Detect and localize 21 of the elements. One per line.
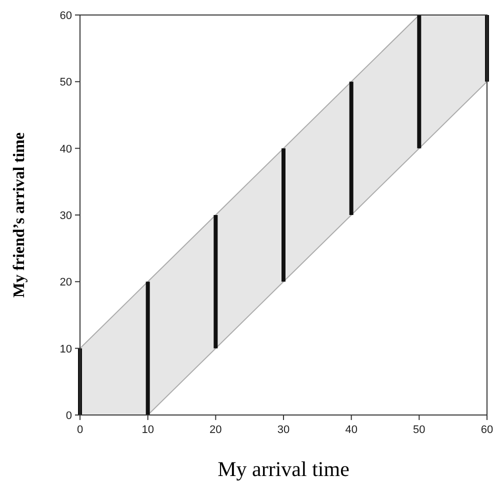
x-tick-label: 40 bbox=[345, 424, 358, 436]
x-tick-label: 60 bbox=[480, 424, 494, 436]
bar bbox=[146, 282, 150, 415]
x-tick-label: 0 bbox=[76, 424, 84, 436]
x-tick-label: 20 bbox=[210, 424, 222, 436]
y-tick-label: 0 bbox=[66, 410, 72, 422]
x-tick-label: 30 bbox=[277, 424, 290, 436]
bar bbox=[417, 15, 422, 148]
y-tick-label: 50 bbox=[60, 76, 72, 89]
bar bbox=[282, 148, 286, 282]
y-tick-label: 20 bbox=[60, 276, 72, 289]
y-axis-title: My friend’s arrival time bbox=[11, 132, 28, 298]
y-tick-label: 40 bbox=[60, 143, 72, 156]
bar bbox=[214, 215, 218, 348]
x-tick-label: 50 bbox=[413, 424, 426, 436]
y-tick-label: 30 bbox=[60, 210, 72, 222]
y-tick-label: 10 bbox=[60, 343, 72, 356]
y-tick-label: 60 bbox=[60, 10, 72, 22]
bar bbox=[349, 82, 354, 215]
x-axis-title: My arrival time bbox=[218, 457, 350, 481]
x-tick-label: 10 bbox=[142, 424, 154, 436]
